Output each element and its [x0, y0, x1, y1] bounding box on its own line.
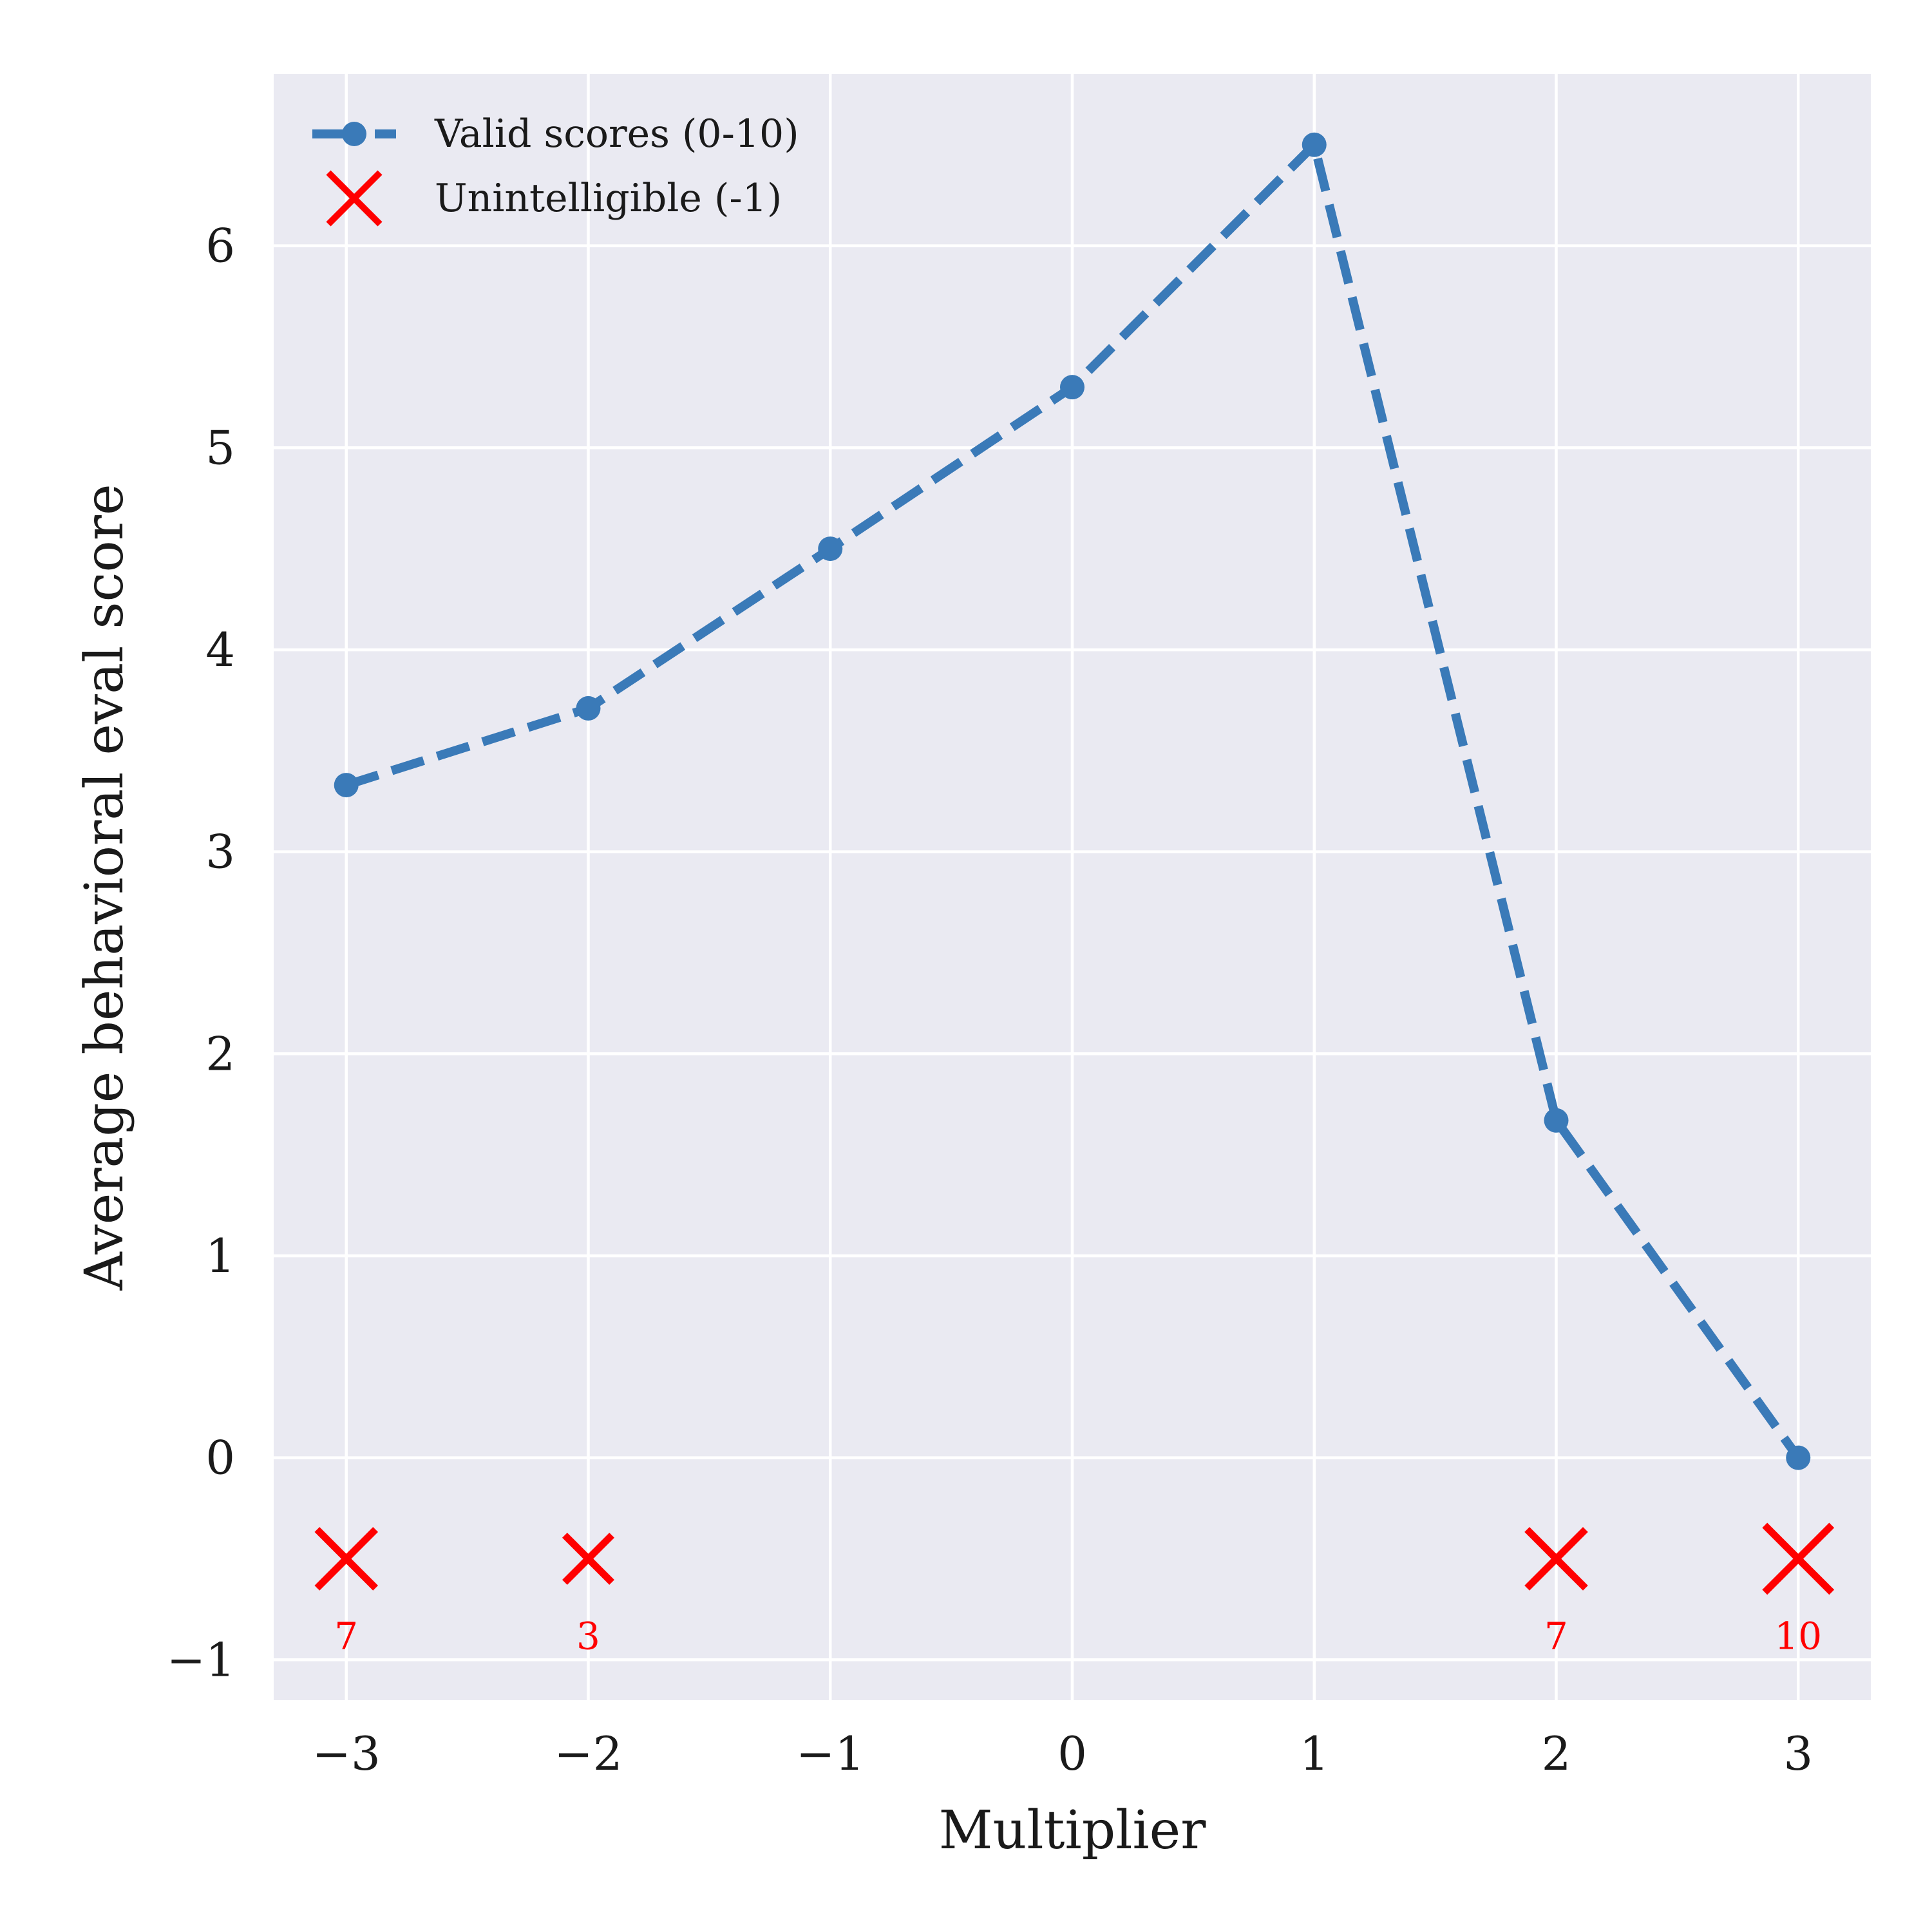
valid-scores-series [334, 132, 1811, 1470]
unintelligible-marker [1762, 1522, 1835, 1595]
legend-label-valid: Valid scores (0-10) [434, 111, 799, 156]
y-tick-label: 1 [205, 1229, 235, 1283]
unintelligible-count-label: 7 [334, 1614, 358, 1658]
y-tick-label: 6 [205, 219, 235, 273]
legend-entry-unintelligible: Unintelligible (-1) [326, 170, 782, 227]
x-tick-label: −2 [554, 1727, 622, 1781]
valid-score-point [1060, 375, 1084, 400]
legend: Valid scores (0-10) Unintelligible (-1) [312, 111, 799, 227]
x-mark-stroke [314, 1527, 379, 1591]
x-axis-ticks: −3 −2 −1 0 1 2 3 [312, 1727, 1814, 1781]
unintelligible-count-label: 3 [576, 1614, 600, 1658]
y-axis-ticks: −1 0 1 2 3 4 5 6 [167, 219, 235, 1687]
unintelligible-count-label: 7 [1544, 1614, 1568, 1658]
x-tick-label: 2 [1542, 1727, 1571, 1781]
x-mark-stroke [1524, 1527, 1588, 1591]
grid [274, 74, 1871, 1700]
y-tick-label: 5 [205, 421, 235, 475]
valid-score-point [576, 696, 601, 721]
valid-score-point [1786, 1445, 1811, 1470]
y-tick-label: 4 [205, 623, 235, 677]
legend-x-swatch [326, 170, 383, 227]
legend-point-swatch [342, 122, 366, 146]
valid-score-point [1302, 132, 1327, 157]
valid-score-point [334, 773, 359, 798]
x-tick-label: −3 [312, 1727, 381, 1781]
legend-label-unintelligible: Unintelligible (-1) [435, 176, 782, 221]
y-tick-label: −1 [167, 1633, 235, 1687]
unintelligible-marker [1524, 1527, 1588, 1591]
x-tick-label: 0 [1057, 1727, 1087, 1781]
x-mark-stroke [562, 1532, 614, 1585]
x-tick-label: 1 [1300, 1727, 1329, 1781]
unintelligible-count-label: 10 [1774, 1614, 1822, 1658]
y-axis-title: Average behavioral eval score [74, 484, 135, 1291]
x-tick-label: −1 [796, 1727, 864, 1781]
unintelligible-marker [562, 1532, 614, 1585]
valid-score-point [818, 536, 843, 562]
unintelligible-series: 7 3 7 10 [314, 1522, 1835, 1658]
x-axis-title: Multiplier [939, 1800, 1207, 1861]
y-tick-label: 3 [205, 825, 235, 879]
x-mark-stroke [1762, 1522, 1835, 1595]
valid-score-point [1544, 1108, 1569, 1133]
y-tick-label: 2 [205, 1027, 235, 1081]
y-tick-label: 0 [205, 1431, 235, 1485]
x-tick-label: 3 [1783, 1727, 1813, 1781]
unintelligible-marker [314, 1527, 379, 1591]
legend-entry-valid: Valid scores (0-10) [312, 111, 799, 156]
